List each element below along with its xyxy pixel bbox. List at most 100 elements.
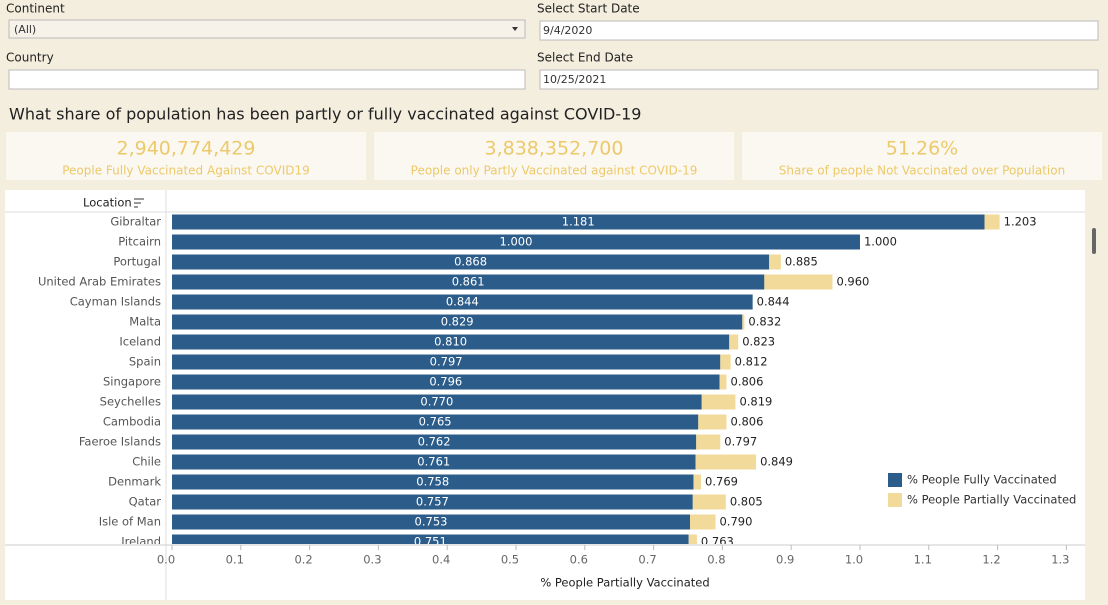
bar-segment	[690, 514, 716, 530]
plot-area: Gibraltar 1.181 1.203 Pitcairn 1.000 1.000 Por…	[38, 214, 1037, 549]
filter-label: Select End Date	[537, 51, 633, 65]
bar-value-label: 0.868	[454, 255, 487, 269]
x-tick-label: 0.1	[226, 553, 244, 567]
filter-label: Country	[6, 51, 54, 65]
row-label: Spain	[129, 355, 161, 369]
bar-segment	[172, 494, 693, 510]
legend-label: % People Partially Vaccinated	[907, 493, 1076, 507]
country-input[interactable]	[8, 69, 526, 90]
total-label: 0.823	[742, 335, 775, 349]
row-label: Gibraltar	[110, 215, 161, 229]
bar-segment	[172, 314, 743, 330]
x-tick-label: 1.0	[845, 553, 863, 567]
bar-value-label: 0.758	[416, 475, 449, 489]
total-label: 0.819	[739, 395, 772, 409]
total-label: 0.849	[760, 455, 793, 469]
kpi-card	[742, 132, 1102, 180]
bar-segment	[719, 374, 727, 390]
bar-segment	[172, 354, 721, 370]
bar-value-label: 0.810	[434, 335, 467, 349]
bar-segment	[696, 434, 721, 450]
bar-segment	[729, 334, 739, 350]
dropdown-value: (All)	[14, 23, 36, 36]
start-date-input[interactable]	[539, 20, 1099, 41]
bar-segment	[698, 414, 727, 430]
kpi-value: 2,940,774,429	[116, 138, 255, 160]
filter-label: Select Start Date	[537, 2, 640, 16]
row-label: Faeroe Islands	[79, 435, 161, 449]
bar-segment	[984, 214, 1000, 230]
x-axis-title: % People Partially Vaccinated	[540, 576, 709, 590]
kpi-value: 3,838,352,700	[484, 138, 623, 160]
bar-value-label: 0.796	[429, 375, 462, 389]
bar-segment	[172, 534, 689, 544]
bar-segment	[172, 414, 699, 430]
end-date-input[interactable]	[539, 69, 1099, 90]
legend-label: % People Fully Vaccinated	[907, 473, 1057, 487]
total-label: 0.806	[731, 415, 764, 429]
x-tick-label: 0.2	[294, 553, 312, 567]
scrollbar[interactable]	[1092, 228, 1096, 254]
bar-segment	[695, 454, 757, 470]
input-value: 10/25/2021	[543, 73, 606, 86]
bar-value-label: 0.765	[419, 415, 452, 429]
total-label: 0.806	[731, 375, 764, 389]
x-tick-label: 0.5	[501, 553, 519, 567]
bar-segment	[172, 274, 765, 290]
kpi-label: People Fully Vaccinated Against COVID19	[62, 164, 310, 178]
bar-segment	[172, 454, 696, 470]
bar-segment	[688, 534, 697, 544]
row-header: Location	[83, 196, 132, 210]
row-label: Seychelles	[100, 395, 161, 409]
kpi-label: People only Partly Vaccinated against CO…	[411, 164, 698, 178]
x-tick-label: 1.3	[1051, 553, 1069, 567]
continent-dropdown[interactable]	[8, 19, 526, 39]
sort-icon[interactable]	[134, 198, 144, 208]
kpi-label: Share of people Not Vaccinated over Popu…	[779, 164, 1065, 178]
total-label: 0.832	[748, 315, 781, 329]
row-label: Singapore	[103, 375, 161, 389]
bar-segment	[742, 314, 745, 330]
row-label: Denmark	[108, 475, 161, 489]
total-label: 0.812	[735, 355, 768, 369]
total-label: 0.763	[701, 535, 734, 549]
bar-segment	[692, 494, 726, 510]
legend-swatch	[888, 493, 902, 507]
bar-value-label: 0.751	[414, 535, 447, 549]
bar-value-label: 1.181	[562, 215, 595, 229]
x-tick-label: 0.4	[432, 553, 450, 567]
total-label: 0.885	[785, 255, 818, 269]
kpi-card	[374, 132, 734, 180]
kpi-card	[6, 132, 366, 180]
bar-segment	[172, 234, 860, 250]
bar-segment	[172, 294, 753, 310]
bar-value-label: 0.797	[430, 355, 463, 369]
bar-segment	[172, 394, 702, 410]
total-label: 0.797	[724, 435, 757, 449]
bar-segment	[172, 254, 770, 270]
bar-segment	[172, 514, 691, 530]
total-label: 1.203	[1004, 215, 1037, 229]
bar-value-label: 1.000	[500, 235, 533, 249]
bar-segment	[172, 434, 697, 450]
row-label: Isle of Man	[99, 515, 161, 529]
bar-value-label: 0.762	[418, 435, 451, 449]
bar-value-label: 0.770	[420, 395, 453, 409]
total-label: 0.769	[705, 475, 738, 489]
kpi-row: 2,940,774,429 People Fully Vaccinated Aga…	[6, 132, 1102, 180]
row-label: Iceland	[119, 335, 161, 349]
bar-value-label: 0.753	[415, 515, 448, 529]
row-label: Chile	[132, 455, 161, 469]
bar-value-label: 0.844	[446, 295, 479, 309]
row-label: Cayman Islands	[70, 295, 161, 309]
total-label: 0.805	[730, 495, 763, 509]
x-tick-label: 0.7	[638, 553, 656, 567]
bar-value-label: 0.761	[417, 455, 450, 469]
row-label: Pitcairn	[118, 235, 161, 249]
dashboard-title: What share of population has been partly…	[9, 105, 641, 124]
bar-value-label: 0.829	[441, 315, 474, 329]
filter-label: Continent	[6, 2, 65, 16]
total-label: 0.790	[719, 515, 752, 529]
row-label: Cambodia	[103, 415, 161, 429]
